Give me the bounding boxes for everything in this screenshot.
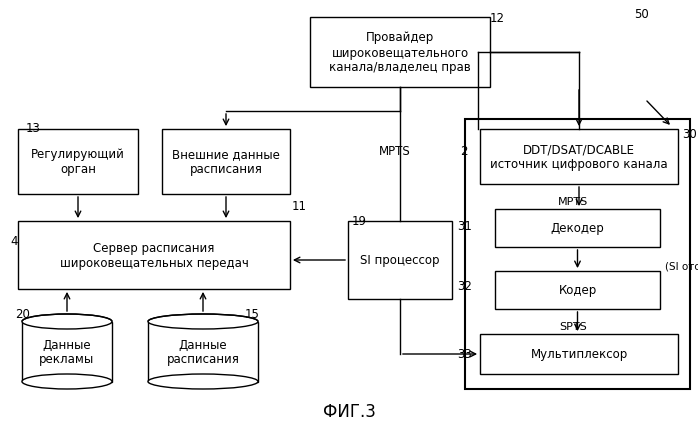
Text: Мультиплексор: Мультиплексор [530, 348, 628, 361]
Text: 50: 50 [634, 8, 648, 21]
Bar [480, 334, 678, 374]
Text: Провайдер
широковещательного
канала/владелец прав: Провайдер широковещательного канала/влад… [329, 32, 471, 74]
Bar [495, 271, 660, 309]
Ellipse shape [148, 314, 258, 329]
Text: 13: 13 [26, 122, 41, 135]
Bar [22, 322, 112, 382]
Text: SDI
(SI отсутствует): SDI (SI отсутствует) [665, 250, 698, 271]
Text: Декодер: Декодер [551, 222, 604, 235]
Ellipse shape [22, 314, 112, 329]
Bar [148, 322, 258, 382]
Bar [18, 222, 290, 289]
Text: 31: 31 [457, 219, 472, 233]
Text: SI процессор: SI процессор [360, 254, 440, 267]
Text: MPTS: MPTS [379, 145, 411, 158]
Text: 12: 12 [490, 12, 505, 25]
Text: 33: 33 [457, 347, 472, 360]
Bar [18, 130, 138, 195]
Text: 4: 4 [10, 234, 17, 248]
Text: 11: 11 [292, 199, 307, 213]
Text: Данные
рекламы: Данные рекламы [39, 338, 95, 366]
Text: Внешние данные
расписания: Внешние данные расписания [172, 148, 280, 176]
Text: 15: 15 [245, 307, 260, 320]
Text: Данные
расписания: Данные расписания [167, 338, 239, 366]
Text: 30: 30 [682, 128, 697, 141]
Bar [310, 18, 490, 88]
Bar [348, 222, 452, 299]
Text: 2: 2 [461, 145, 468, 158]
Text: 32: 32 [457, 279, 472, 292]
Bar [495, 210, 660, 248]
Text: 19: 19 [352, 215, 367, 227]
Ellipse shape [22, 314, 112, 329]
Text: 20: 20 [15, 307, 30, 320]
Text: ФИГ.3: ФИГ.3 [322, 402, 376, 420]
Ellipse shape [148, 314, 258, 329]
Text: DDT/DSAT/DCABLE
источник цифрового канала: DDT/DSAT/DCABLE источник цифрового канал… [490, 143, 668, 171]
Bar [162, 130, 290, 195]
Ellipse shape [22, 374, 112, 389]
Text: Сервер расписания
широковещательных передач: Сервер расписания широковещательных пере… [59, 242, 248, 269]
Bar [465, 120, 690, 389]
Text: SPTS: SPTS [559, 321, 587, 331]
Text: Кодер: Кодер [558, 284, 597, 297]
Bar [480, 130, 678, 184]
Text: Регулирующий
орган: Регулирующий орган [31, 148, 125, 176]
Ellipse shape [148, 374, 258, 389]
Text: MPTS: MPTS [558, 196, 588, 207]
